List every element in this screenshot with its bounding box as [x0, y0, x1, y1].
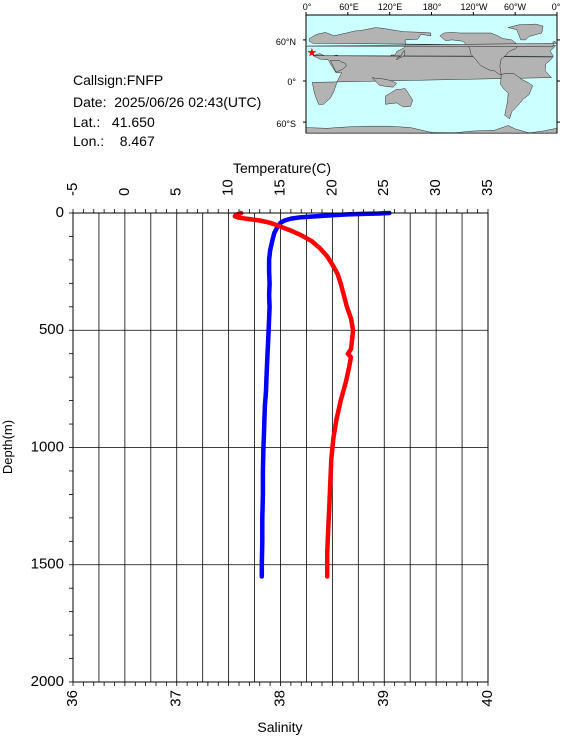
map-lat-label-60s: 60°S [276, 119, 296, 129]
landmass-south-america [500, 73, 533, 120]
temperature-tick-label: 5 [168, 188, 185, 196]
longitude-text: Lon.: 8.467 [73, 133, 155, 149]
temperature-tick-label: 20 [323, 179, 340, 196]
series-layer [232, 210, 392, 579]
landmass-antarctica [306, 125, 432, 134]
depth-tick-label: 0 [56, 204, 64, 221]
landmass-australia [385, 88, 413, 108]
map-lat-label-0: 0° [287, 77, 296, 87]
station-marker-layer: ★ [307, 45, 318, 59]
landmass-japan [396, 49, 406, 61]
map-land [306, 23, 557, 134]
landmass-north-america [439, 32, 520, 76]
landmass-uk [306, 41, 557, 48]
map-lon-label-120e: 120°E [378, 2, 403, 12]
temperature-tick-label: 30 [427, 179, 444, 196]
landmass-greenland [508, 23, 544, 41]
depth-tick-label: 1500 [31, 556, 64, 573]
temperature-tick-label: 10 [220, 179, 237, 196]
landmass-arabia [330, 60, 347, 73]
temperature-axis-title: Temperature(C) [233, 160, 331, 176]
map-frame-ticks [303, 12, 560, 123]
inset-world-map: 0° 60°E 120°E 180° 120°W 60°W 0° 60°N 0°… [276, 2, 561, 134]
landmass-indonesia [371, 77, 397, 88]
temperature-tick-label: 35 [479, 179, 496, 196]
map-lat-label-60n: 60°N [276, 37, 296, 47]
map-lon-label-120w: 120°W [460, 2, 488, 12]
date-text: Date: 2025/06/26 02:43(UTC) [73, 94, 262, 110]
salinity-tick-label: 37 [168, 690, 185, 707]
map-lon-label-0: 0° [303, 2, 312, 12]
minor-tick-layer [69, 209, 489, 686]
depth-axis-title: Depth(m) [0, 420, 15, 474]
latitude-text: Lat.: 41.650 [73, 114, 155, 130]
map-lon-label-60w: 60°W [504, 2, 527, 12]
salinity-axis-title: Salinity [257, 719, 302, 735]
temperature-tick-label: 0 [116, 188, 133, 196]
salinity-profile-line [232, 210, 356, 579]
salinity-tick-label: 38 [271, 690, 288, 707]
landmass-antarctica-west [431, 125, 557, 134]
map-lon-label-180: 180° [423, 2, 442, 12]
depth-tick-label: 500 [39, 321, 64, 338]
temperature-tick-label: 25 [375, 179, 392, 196]
map-lon-label-60e: 60°E [339, 2, 359, 12]
salinity-tick-label: 39 [375, 690, 392, 707]
station-marker: ★ [307, 45, 318, 59]
plot-frame [72, 212, 489, 683]
salinity-tick-label: 36 [64, 690, 81, 707]
callsign-text: Callsign:FNFP [73, 72, 164, 88]
salinity-tick-label: 40 [479, 690, 496, 707]
depth-tick-label: 2000 [31, 673, 64, 690]
temperature-profile-line [259, 210, 392, 579]
depth-tick-label: 1000 [31, 438, 64, 455]
temperature-tick-label: -5 [64, 183, 81, 196]
temperature-tick-label: 15 [271, 179, 288, 196]
map-lon-label-0-right: 0° [552, 2, 561, 12]
